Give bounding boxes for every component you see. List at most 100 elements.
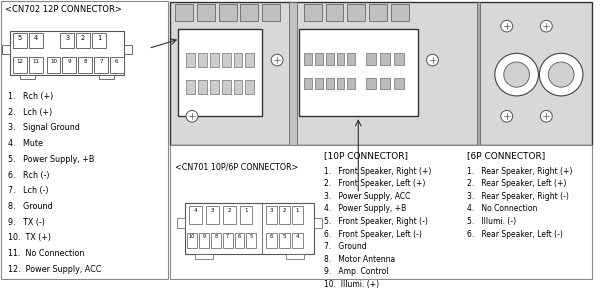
Circle shape	[541, 20, 552, 32]
Bar	[29, 33, 43, 49]
Bar	[221, 80, 230, 94]
Bar	[124, 45, 131, 54]
Text: 8: 8	[83, 59, 87, 64]
Bar	[78, 57, 92, 73]
Bar	[279, 206, 290, 224]
Bar	[170, 145, 592, 279]
Text: 3: 3	[211, 208, 214, 213]
Text: 4: 4	[34, 35, 38, 41]
Bar	[186, 53, 195, 67]
Bar	[198, 80, 207, 94]
Text: 5.   Illumi. (-): 5. Illumi. (-)	[467, 217, 516, 226]
Bar	[326, 77, 334, 89]
Bar	[195, 254, 213, 259]
Bar	[211, 233, 221, 248]
Circle shape	[495, 53, 538, 96]
Bar	[245, 53, 254, 67]
Bar	[13, 57, 27, 73]
Bar	[189, 206, 202, 224]
Text: 8: 8	[214, 234, 217, 240]
Bar	[394, 53, 404, 65]
Bar	[391, 4, 409, 21]
Bar	[366, 77, 376, 89]
Bar	[304, 77, 312, 89]
Bar	[245, 80, 254, 94]
Bar	[247, 233, 256, 248]
Text: 12.  Power Supply, ACC: 12. Power Supply, ACC	[8, 265, 101, 274]
Bar	[210, 80, 219, 94]
Bar	[315, 53, 323, 65]
Text: 11.  No Connection: 11. No Connection	[8, 249, 84, 258]
Circle shape	[427, 54, 439, 66]
Bar	[314, 218, 322, 228]
Bar	[299, 29, 418, 116]
Bar	[266, 206, 277, 224]
Text: 6.   Rear Speaker, Left (-): 6. Rear Speaker, Left (-)	[467, 230, 563, 239]
Bar	[186, 80, 195, 94]
Text: [6P CONNECTOR]: [6P CONNECTOR]	[467, 151, 545, 160]
Text: 4.   Power Supply, +B: 4. Power Supply, +B	[323, 204, 406, 214]
Text: 2: 2	[81, 35, 85, 41]
Bar	[394, 77, 404, 89]
Text: 3.   Signal Ground: 3. Signal Ground	[8, 123, 80, 132]
Text: 9: 9	[202, 234, 205, 240]
Bar	[62, 57, 76, 73]
Bar	[198, 53, 207, 67]
Circle shape	[501, 110, 512, 122]
Text: 7: 7	[226, 234, 229, 240]
Bar	[292, 233, 303, 248]
Text: 11: 11	[32, 59, 39, 64]
Bar	[178, 29, 262, 116]
Bar	[266, 233, 277, 248]
Bar	[92, 33, 106, 49]
Bar	[326, 4, 343, 21]
Bar	[76, 33, 90, 49]
Bar	[185, 203, 314, 254]
Text: 1.   Rear Speaker, Right (+): 1. Rear Speaker, Right (+)	[467, 167, 572, 176]
Bar	[223, 206, 236, 224]
Text: 4.   No Connection: 4. No Connection	[467, 204, 538, 214]
Text: 9.   TX (-): 9. TX (-)	[8, 218, 45, 227]
Bar	[380, 77, 390, 89]
Bar	[233, 53, 242, 67]
Bar	[170, 2, 592, 145]
Text: 1: 1	[244, 208, 248, 213]
Circle shape	[539, 53, 583, 96]
Circle shape	[548, 62, 574, 87]
Text: 10: 10	[50, 59, 57, 64]
Text: 5: 5	[17, 35, 22, 41]
Bar	[210, 53, 219, 67]
Bar	[199, 233, 209, 248]
Bar	[292, 206, 303, 224]
Bar	[177, 218, 185, 228]
Bar	[99, 75, 114, 79]
Text: 6.   Rch (-): 6. Rch (-)	[8, 171, 49, 179]
Text: 12: 12	[16, 59, 23, 64]
Circle shape	[501, 20, 512, 32]
Text: 10.  Illumi. (+): 10. Illumi. (+)	[323, 280, 379, 289]
Bar	[279, 233, 290, 248]
Text: 5: 5	[283, 234, 286, 240]
Text: <CN701 10P/6P CONNECTOR>: <CN701 10P/6P CONNECTOR>	[175, 163, 299, 172]
Text: 6.   Front Speaker, Left (-): 6. Front Speaker, Left (-)	[323, 230, 422, 239]
Bar	[366, 53, 376, 65]
Bar	[347, 4, 365, 21]
Bar	[304, 53, 312, 65]
Text: 9: 9	[68, 59, 71, 64]
Text: [10P CONNECTOR]: [10P CONNECTOR]	[323, 151, 407, 160]
Bar	[241, 4, 259, 21]
Bar	[304, 4, 322, 21]
Bar	[206, 206, 219, 224]
Text: 1: 1	[296, 208, 299, 213]
Bar	[380, 53, 390, 65]
Bar	[235, 233, 244, 248]
Bar	[13, 33, 27, 49]
Bar	[223, 233, 233, 248]
Bar	[61, 33, 74, 49]
Text: 9.   Amp. Control: 9. Amp. Control	[323, 267, 388, 276]
Bar	[477, 2, 480, 145]
Bar	[289, 2, 297, 145]
Text: 3.   Rear Speaker, Right (-): 3. Rear Speaker, Right (-)	[467, 192, 569, 201]
Text: 2: 2	[227, 208, 231, 213]
Circle shape	[271, 54, 283, 66]
